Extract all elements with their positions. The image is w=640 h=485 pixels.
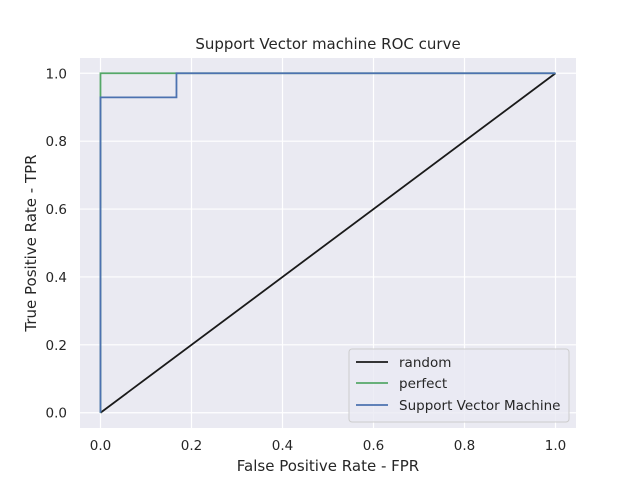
legend-label-random: random (399, 355, 451, 371)
chart-title: Support Vector machine ROC curve (195, 35, 460, 53)
legend-label-svm: Support Vector Machine (399, 398, 560, 414)
x-tick-label: 0.4 (272, 438, 293, 454)
x-tick-label: 0.8 (454, 438, 475, 454)
y-tick-label: 0.8 (46, 134, 67, 150)
grid (80, 58, 576, 428)
y-tick-label: 0.2 (46, 338, 67, 354)
y-tick-label: 1.0 (46, 66, 67, 82)
series-line-random (99, 72, 557, 414)
series-line-svm (99, 72, 556, 413)
legend-label-perfect: perfect (399, 376, 447, 392)
x-tick-label: 1.0 (545, 438, 566, 454)
legend-box (348, 348, 570, 423)
x-tick-label: 0.6 (363, 438, 384, 454)
x-tick-label: 0.2 (181, 438, 202, 454)
y-tick-label: 0.4 (46, 270, 67, 286)
y-tick-label: 0.0 (46, 406, 67, 422)
y-tick-label: 0.6 (46, 202, 67, 218)
legend: random perfect Support Vector Machine (348, 348, 570, 423)
x-tick-label: 0.0 (90, 438, 111, 454)
x-axis-label: False Positive Rate - FPR (237, 457, 419, 475)
series-lines (99, 72, 557, 414)
tick-labels: 0.0 0.2 0.4 0.6 0.8 1.0 0.0 0.2 0.4 0.6 0.8 1.0 (46, 66, 567, 454)
y-axis-label: True Positive Rate - TPR (22, 154, 40, 332)
